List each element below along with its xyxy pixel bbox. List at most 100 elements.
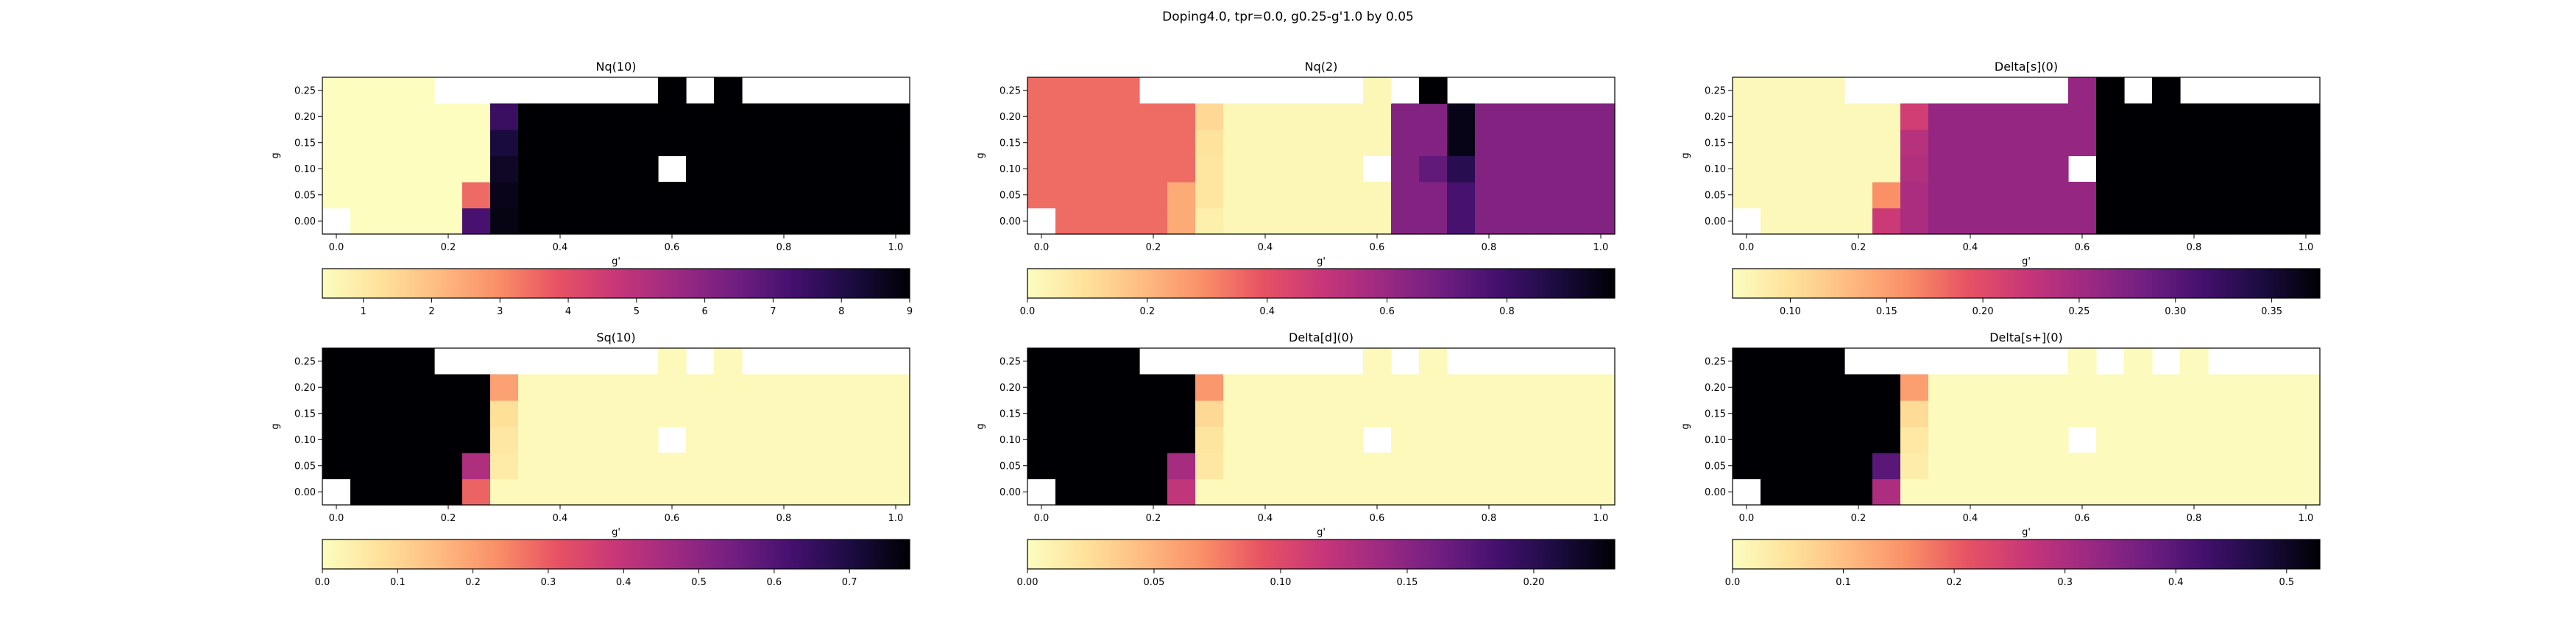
x-tick-label: 0.4 — [1258, 242, 1273, 253]
y-tick-label: 0.15 — [294, 408, 316, 420]
heatmap-cell — [1139, 103, 1168, 130]
heatmap-cell — [546, 400, 575, 428]
heatmap-cell — [1900, 208, 1929, 235]
heatmap-cell — [1111, 400, 1140, 428]
panel-title: Delta[s+](0) — [1989, 330, 2063, 344]
heatmap-cell — [434, 103, 463, 130]
heatmap-cell — [1419, 103, 1448, 130]
heatmap-cell — [630, 208, 659, 235]
heatmap-cell — [770, 426, 799, 453]
heatmap-cell — [434, 478, 463, 506]
colorbar-tick-label: 0.30 — [2165, 306, 2186, 317]
heatmap-cell — [378, 103, 407, 130]
heatmap-cell — [406, 374, 435, 401]
heatmap-cell — [770, 453, 799, 480]
x-tick-label: 0.2 — [441, 513, 456, 524]
heatmap-cell — [1251, 130, 1280, 157]
heatmap-cell — [658, 478, 687, 506]
heatmap-cell — [1788, 348, 1817, 375]
heatmap-cell — [2124, 453, 2153, 480]
heatmap-cell — [1111, 155, 1140, 183]
heatmap-cell — [1928, 130, 1957, 157]
colorbar-tick-label: 5 — [634, 306, 640, 317]
y-tick-label: 0.25 — [1705, 85, 1726, 96]
heatmap-cell — [1223, 208, 1252, 235]
heatmap-cell — [2264, 155, 2293, 183]
heatmap-cell — [1531, 374, 1560, 401]
heatmap-cell — [742, 453, 771, 480]
heatmap-cell — [1503, 155, 1532, 183]
y-tick-label: 0.10 — [294, 435, 316, 446]
heatmap-cell — [1195, 374, 1224, 401]
heatmap-cell — [1900, 374, 1929, 401]
heatmap-cell — [1139, 374, 1168, 401]
heatmap-cell — [798, 130, 827, 157]
heatmap-cell — [1761, 130, 1789, 157]
heatmap-cell — [1307, 400, 1336, 428]
heatmap-cell — [1391, 103, 1420, 130]
heatmap-cell — [658, 374, 687, 401]
heatmap-cell — [1503, 478, 1532, 506]
heatmap-cell — [2096, 426, 2125, 453]
heatmap-cell — [2292, 426, 2321, 453]
heatmap-cell — [1139, 400, 1168, 428]
heatmap-cell — [518, 453, 547, 480]
heatmap-cell — [1531, 208, 1560, 235]
heatmap-cell — [350, 478, 379, 506]
heatmap-cell — [490, 208, 519, 235]
colorbar-tick-label: 0.3 — [2057, 577, 2073, 588]
heatmap-cell — [1447, 374, 1476, 401]
heatmap-cell — [2208, 374, 2237, 401]
heatmap-cell — [1816, 400, 1845, 428]
heatmap-cell — [574, 208, 603, 235]
heatmap-cell — [1761, 400, 1789, 428]
heatmap-cell — [1956, 208, 1985, 235]
heatmap-cell — [2292, 208, 2321, 235]
heatmap-cell — [1984, 374, 2013, 401]
heatmap-cell — [490, 155, 519, 183]
y-tick-label: 0.05 — [1705, 461, 1726, 472]
colorbar — [322, 268, 910, 299]
heatmap-cell — [1083, 208, 1112, 235]
heatmap-cell — [1531, 453, 1560, 480]
heatmap-cell — [2264, 478, 2293, 506]
heatmap-cell — [2208, 400, 2237, 428]
heatmap-cell — [1223, 155, 1252, 183]
heatmap-cell — [2124, 478, 2153, 506]
heatmap-cell — [882, 426, 910, 453]
heatmap-cell — [2152, 374, 2181, 401]
heatmap-cell — [2096, 374, 2125, 401]
heatmap-cell — [1195, 130, 1224, 157]
heatmap-cell — [854, 208, 882, 235]
x-tick-label: 0.2 — [1851, 513, 1866, 524]
colorbar-tick-label: 0.5 — [2279, 577, 2294, 588]
heatmap-cell — [2096, 182, 2125, 209]
heatmap-cell — [2040, 453, 2069, 480]
heatmap-cell — [1475, 182, 1504, 209]
colorbar-tick-label: 9 — [907, 306, 913, 317]
heatmap-cell — [1055, 400, 1084, 428]
heatmap-cell — [518, 208, 547, 235]
heatmap-cell — [1223, 453, 1252, 480]
heatmap-cell — [1083, 400, 1112, 428]
heatmap-cell — [1475, 426, 1504, 453]
heatmap-cell — [882, 103, 910, 130]
heatmap-cell — [2264, 426, 2293, 453]
heatmap-cell — [1279, 374, 1308, 401]
y-tick-label: 0.00 — [1705, 487, 1726, 498]
heatmap-cell — [1761, 348, 1789, 375]
heatmap-cell — [2124, 426, 2153, 453]
heatmap-cell — [490, 478, 519, 506]
heatmap-cell — [1816, 208, 1845, 235]
heatmap-cell — [350, 155, 379, 183]
heatmap-panel-2: Nq(2) 0.0 0.2 0.4 0.6 0.8 1.0 g' 0.00 0.05 0.10 0.1… — [975, 60, 1616, 317]
heatmap-cell — [1279, 182, 1308, 209]
heatmap-cell — [1733, 348, 1761, 375]
heatmap-cell — [1419, 77, 1448, 105]
x-tick-label: 0.0 — [329, 242, 344, 253]
heatmap-cell — [322, 77, 351, 105]
heatmap-cell — [1559, 400, 1588, 428]
heatmap-cell — [602, 130, 631, 157]
heatmap-cell — [2236, 130, 2265, 157]
heatmap-cell — [406, 103, 435, 130]
